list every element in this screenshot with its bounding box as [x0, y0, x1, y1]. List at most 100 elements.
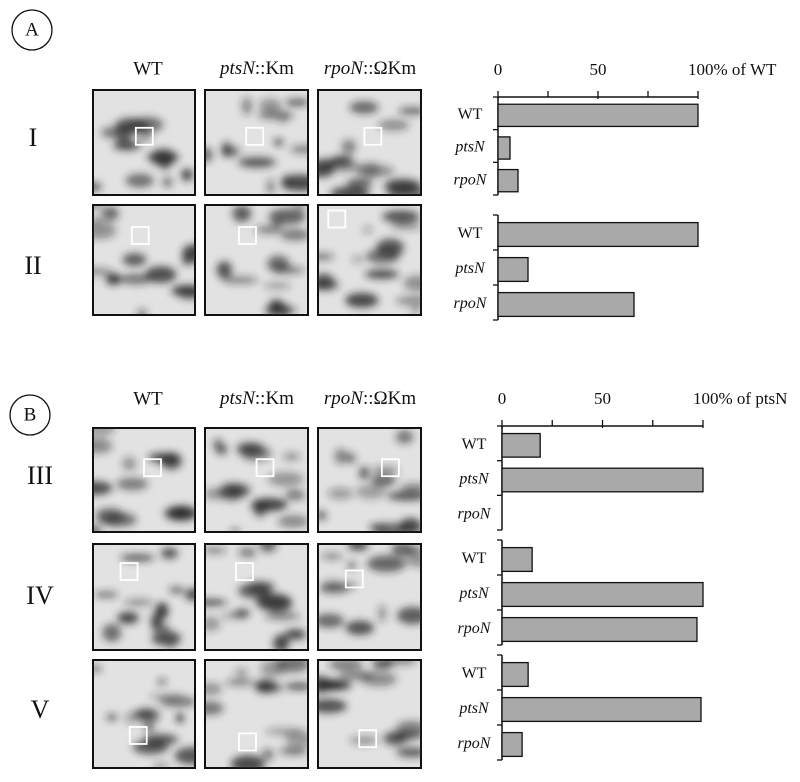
gel-spot — [95, 508, 125, 524]
gel-spot — [259, 544, 277, 553]
gel-spot — [101, 127, 119, 138]
gel-spot — [120, 554, 155, 561]
gel-spot — [400, 483, 421, 492]
category-label: WT — [462, 436, 487, 453]
category-label: rpoN — [454, 295, 488, 312]
gel-spot — [234, 667, 249, 677]
spot-marker — [255, 458, 275, 478]
gel-spot — [122, 253, 147, 267]
gel-spot — [349, 735, 379, 745]
gel-spot — [396, 606, 421, 625]
x-tick-label: 0 — [494, 60, 503, 79]
spot-marker — [380, 458, 400, 478]
gel-spot — [161, 624, 170, 632]
gel-spot — [281, 174, 308, 192]
gel-spot — [205, 701, 224, 715]
category-label: ptsN — [454, 139, 486, 156]
gel-spot — [225, 678, 255, 686]
gel-spot — [272, 266, 305, 274]
spot-marker — [327, 209, 347, 229]
gene-name: ptsN — [218, 388, 256, 409]
gel-spot — [205, 546, 227, 554]
spot-marker — [238, 732, 257, 752]
gel-spot — [318, 252, 335, 261]
gel-spot — [93, 182, 102, 191]
gel-spot — [237, 156, 277, 168]
gel-spot — [370, 474, 397, 487]
gel-spot — [406, 546, 421, 555]
category-label: rpoN — [454, 171, 488, 188]
gel-spot — [277, 515, 308, 528]
category-label: rpoN — [458, 735, 492, 752]
bar — [497, 103, 699, 128]
bar — [497, 168, 519, 193]
category-label: WT — [458, 106, 483, 123]
gel-spot — [169, 586, 184, 594]
gel-spot — [285, 629, 307, 640]
spot-marker — [245, 126, 265, 146]
gel-spot — [236, 442, 264, 456]
gel-spot — [232, 205, 252, 223]
spot-marker — [363, 126, 383, 146]
gel-image — [204, 659, 309, 769]
category-label: ptsN — [458, 471, 490, 488]
gel-spot — [334, 448, 348, 464]
gel-spot — [216, 261, 233, 279]
gel-spot — [102, 623, 122, 642]
gel-spots — [93, 547, 195, 650]
gel-spot — [184, 588, 195, 601]
x-tick-label: 100% of WT — [688, 60, 777, 79]
category-label: WT — [462, 665, 487, 682]
category-label: rpoN — [458, 620, 492, 637]
bar — [501, 581, 704, 608]
row-label: I — [29, 123, 38, 152]
gel-spot — [322, 580, 345, 590]
gel-spot — [230, 527, 240, 532]
bar — [501, 616, 698, 643]
gel-spots — [318, 544, 421, 635]
gel-spot — [106, 714, 118, 721]
gel-spot — [318, 699, 347, 713]
gel-image — [204, 543, 309, 651]
gel-spot — [318, 510, 327, 520]
gel-spot — [376, 238, 404, 257]
gel-spot — [347, 561, 357, 570]
gel-spot — [133, 708, 161, 723]
gel-spot — [366, 555, 406, 573]
panel-circle — [9, 394, 51, 436]
gel-spot — [205, 488, 225, 500]
gel-spot — [364, 269, 399, 279]
gel-spot — [410, 306, 421, 314]
bar — [501, 432, 541, 458]
gel-spot — [362, 226, 373, 234]
column-header: rpoN::ΩKm — [324, 58, 416, 79]
gel-spot — [175, 713, 184, 724]
gel-spot — [102, 206, 119, 221]
gel-spot — [230, 755, 266, 768]
gel-spot — [93, 524, 102, 532]
gel-spot — [345, 452, 356, 464]
gel-spot — [181, 168, 194, 181]
gel-spot — [119, 273, 153, 285]
gel-spot — [93, 481, 113, 495]
spot-marker — [143, 458, 162, 478]
row-label: III — [27, 461, 53, 490]
gel-spot — [254, 679, 276, 693]
gel-spot — [395, 296, 421, 306]
gel-image — [204, 204, 309, 316]
gel-spot — [238, 547, 257, 558]
gel-spots — [93, 117, 194, 191]
gel-spot — [116, 477, 149, 491]
gel-spot — [93, 205, 105, 210]
x-tick-label: 0 — [498, 389, 507, 408]
gel-spot — [280, 229, 308, 241]
gel-spot — [205, 147, 213, 163]
row-label: II — [24, 251, 41, 280]
gel-spot — [284, 683, 308, 690]
gel-spot — [149, 612, 163, 629]
gel-spot — [355, 484, 387, 499]
gel-spot — [145, 266, 177, 283]
gel-spot — [359, 466, 369, 480]
gel-image — [317, 89, 422, 196]
gel-spots — [318, 430, 421, 532]
